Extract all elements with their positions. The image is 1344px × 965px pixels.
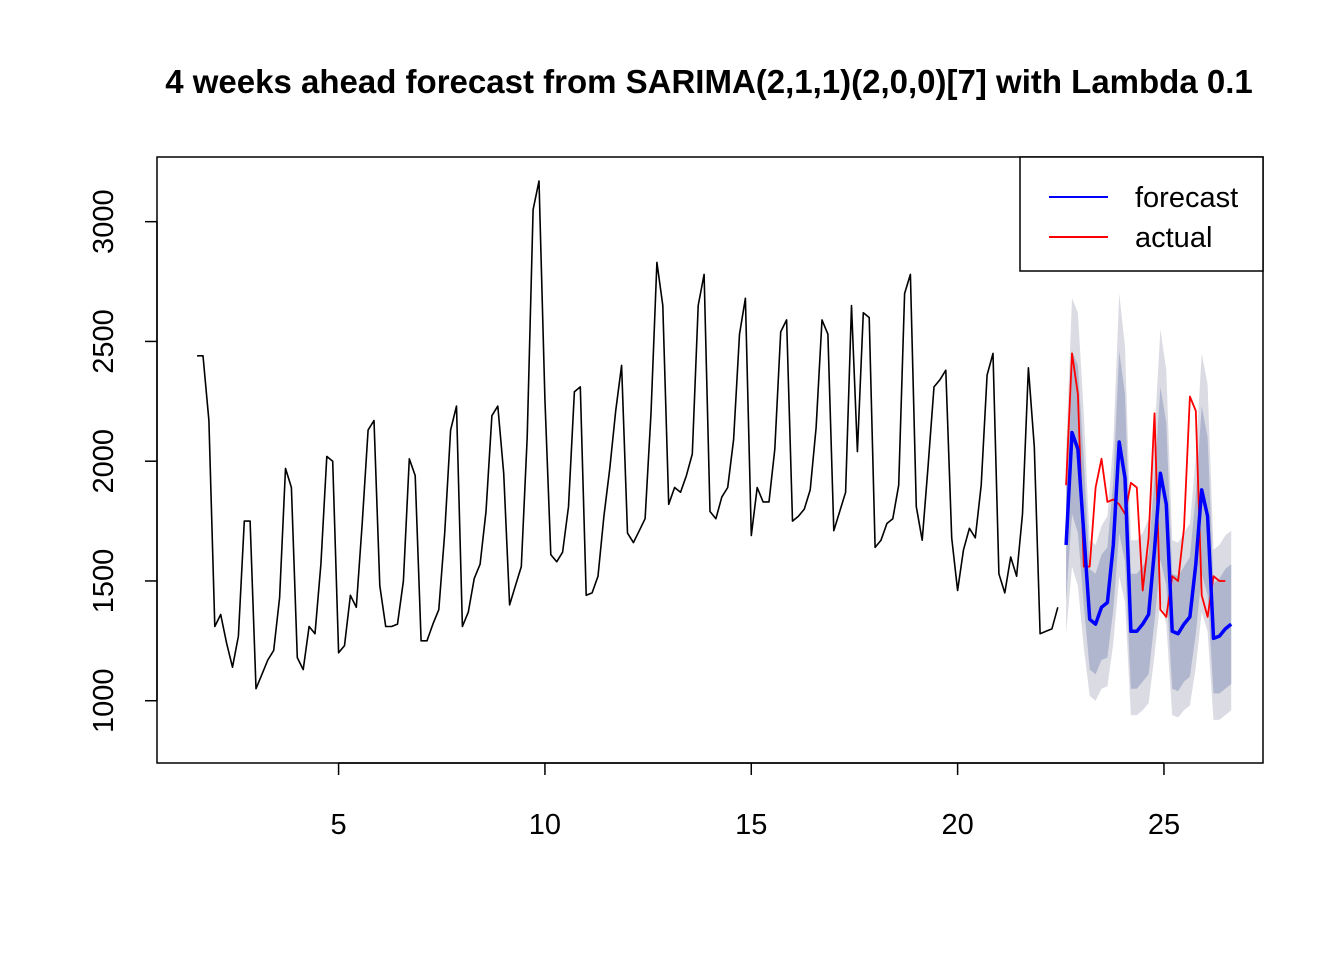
series-lines bbox=[197, 180, 1233, 690]
y-tick-label: 3000 bbox=[88, 189, 120, 254]
legend-label-forecast: forecast bbox=[1135, 182, 1238, 214]
legend-label-actual: actual bbox=[1135, 222, 1212, 254]
y-tick-label: 2500 bbox=[88, 309, 120, 374]
actual-line bbox=[1065, 352, 1226, 618]
legend-box bbox=[1019, 156, 1264, 272]
y-tick-label: 1500 bbox=[88, 549, 120, 614]
x-tick-label: 15 bbox=[735, 809, 767, 841]
forecast-line bbox=[1064, 430, 1233, 641]
x-tick-label: 10 bbox=[529, 809, 561, 841]
y-tick-label: 1000 bbox=[88, 668, 120, 733]
history-line bbox=[197, 180, 1059, 690]
x-tick-label: 20 bbox=[941, 809, 973, 841]
y-tick-label: 2000 bbox=[88, 429, 120, 494]
legend: forecast actual bbox=[1019, 156, 1264, 272]
x-tick-label: 5 bbox=[331, 809, 347, 841]
axes: 5 10 15 20 25 1000 1500 2000 2500 3000 bbox=[88, 189, 1180, 841]
x-tick-label: 25 bbox=[1148, 809, 1180, 841]
chart-title: 4 weeks ahead forecast from SARIMA(2,1,1… bbox=[165, 63, 1253, 100]
